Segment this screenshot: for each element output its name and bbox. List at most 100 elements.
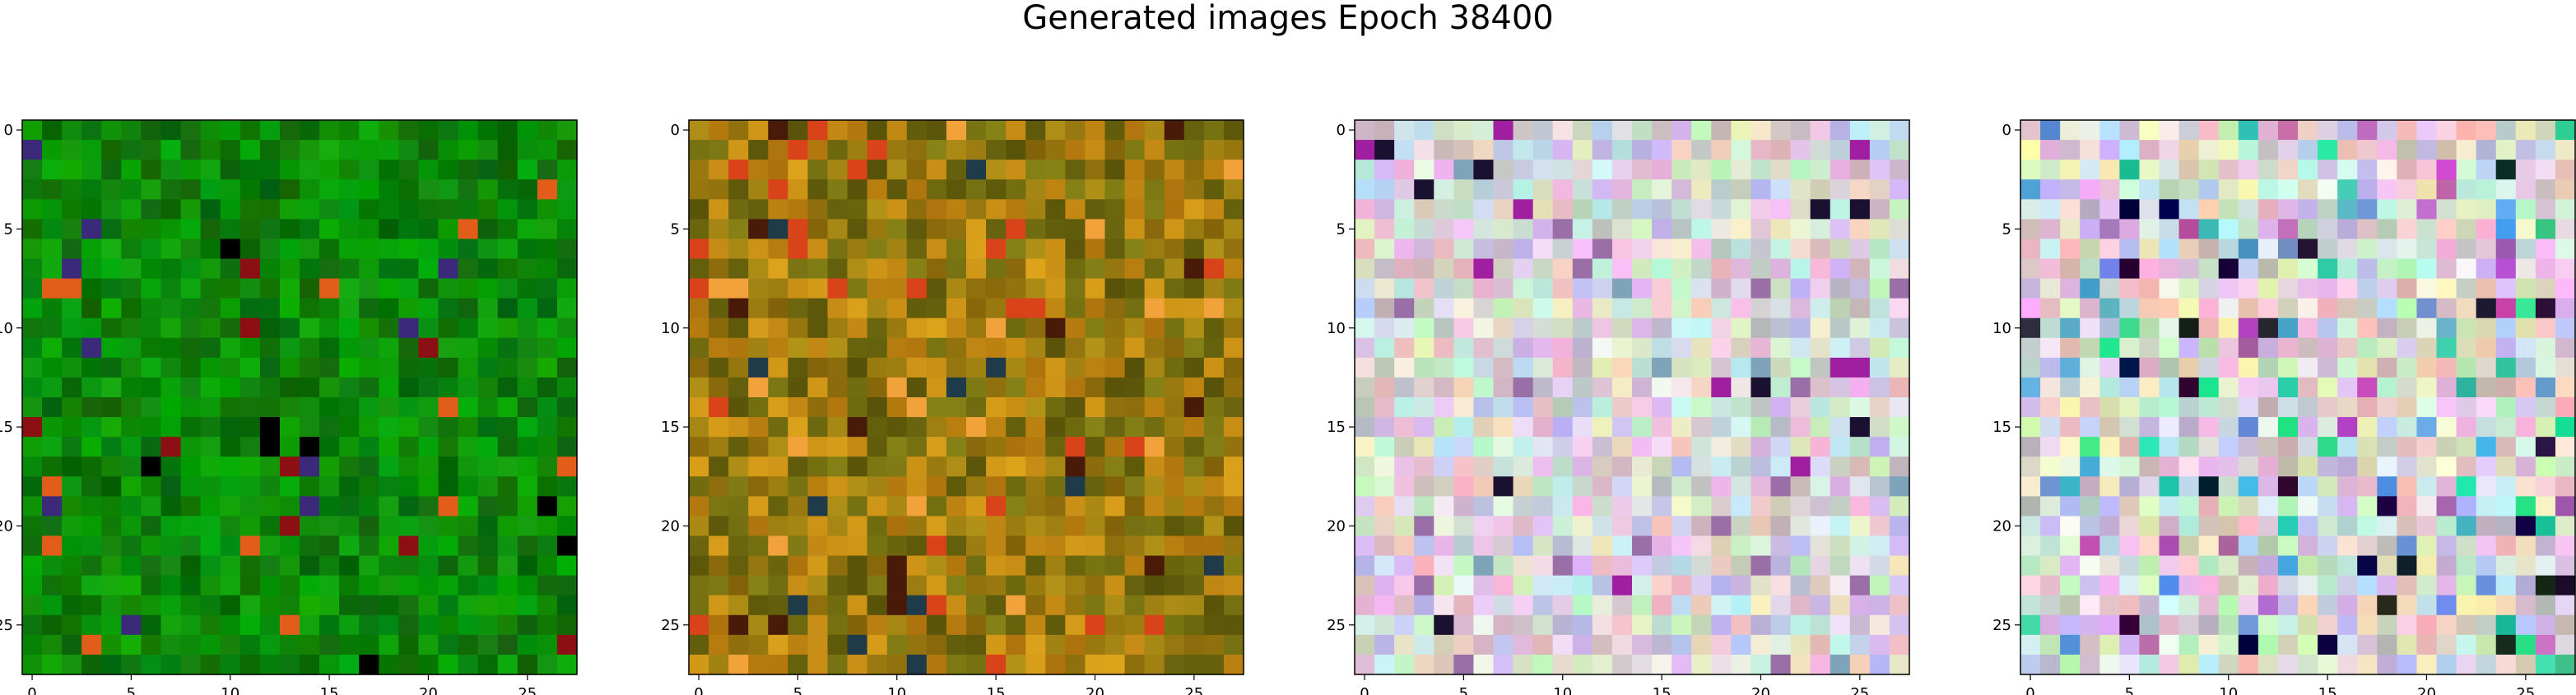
pixel-cell xyxy=(886,337,908,359)
pixel-cell xyxy=(2495,456,2517,477)
pixel-cell xyxy=(398,120,420,141)
pixel-cell xyxy=(1652,120,1672,141)
pixel-cell xyxy=(1711,199,1732,220)
pixel-cell xyxy=(1006,575,1026,596)
pixel-cell xyxy=(220,179,241,200)
pixel-cell xyxy=(847,179,868,200)
pixel-cell xyxy=(2218,595,2239,616)
pixel-cell xyxy=(709,160,729,180)
pixel-cell xyxy=(1414,377,1434,398)
pixel-cell xyxy=(2277,476,2299,497)
pixel-cell xyxy=(556,417,578,438)
pixel-cell xyxy=(2178,575,2200,596)
pixel-cell xyxy=(1164,516,1185,537)
pixel-cell xyxy=(2416,397,2438,418)
pixel-cell xyxy=(867,456,888,477)
pixel-cell xyxy=(537,397,558,418)
pixel-cell xyxy=(788,437,809,457)
pixel-cell xyxy=(906,476,928,497)
pixel-cell xyxy=(2178,317,2200,339)
pixel-cell xyxy=(2436,239,2457,260)
pixel-cell xyxy=(2318,516,2338,537)
pixel-cell xyxy=(709,456,729,477)
pixel-cell xyxy=(1849,357,1871,378)
pixel-cell xyxy=(1203,179,1225,200)
pixel-cell xyxy=(2476,397,2497,418)
pixel-cell xyxy=(807,179,829,200)
pixel-cell xyxy=(1632,377,1653,398)
pixel-cell xyxy=(827,417,849,438)
pixel-cell xyxy=(160,298,182,319)
pixel-cell xyxy=(2318,357,2338,378)
pixel-cell xyxy=(1414,140,1434,160)
pixel-cell xyxy=(2257,160,2279,180)
pixel-cell xyxy=(1632,535,1653,557)
pixel-cell xyxy=(1849,239,1871,260)
pixel-cell xyxy=(2159,516,2180,537)
pixel-cell xyxy=(2555,476,2576,497)
pixel-cell xyxy=(2238,179,2259,200)
pixel-cell xyxy=(81,278,102,299)
pixel-cell xyxy=(709,337,729,359)
pixel-cell xyxy=(2277,535,2299,557)
pixel-cell xyxy=(497,417,518,438)
pixel-cell xyxy=(2060,614,2081,636)
pixel-cell xyxy=(1006,278,1026,299)
pixel-cell xyxy=(458,516,479,537)
pixel-cell xyxy=(101,496,122,517)
pixel-cell xyxy=(1830,555,1851,577)
pixel-cell xyxy=(1889,317,1910,339)
pixel-cell xyxy=(966,634,987,656)
pixel-cell xyxy=(121,476,142,497)
pixel-cell xyxy=(2139,437,2160,457)
pixel-cell xyxy=(517,377,538,398)
pixel-cell xyxy=(827,595,849,616)
pixel-cell xyxy=(2555,575,2576,596)
pixel-cell xyxy=(556,654,578,675)
pixel-cell xyxy=(2436,516,2457,537)
pixel-cell xyxy=(2377,160,2397,180)
pixel-cell xyxy=(1810,397,1831,418)
pixel-cell xyxy=(689,535,709,557)
pixel-cell xyxy=(2218,298,2239,319)
pixel-cell xyxy=(1652,199,1672,220)
pixel-cell xyxy=(2159,496,2180,517)
pixel-cell xyxy=(926,476,947,497)
pixel-cell xyxy=(517,337,538,359)
pixel-cell xyxy=(2337,437,2358,457)
pixel-cell xyxy=(180,298,202,319)
pixel-cell xyxy=(1652,614,1672,636)
pixel-cell xyxy=(1124,595,1146,616)
pixel-cell xyxy=(1513,437,1534,457)
pixel-cell xyxy=(1164,654,1185,675)
pixel-cell xyxy=(1085,140,1106,160)
pixel-cell xyxy=(2119,535,2141,557)
pixel-cell xyxy=(2495,555,2517,577)
pixel-cell xyxy=(22,456,43,477)
pixel-cell xyxy=(200,179,221,200)
pixel-cell xyxy=(2277,595,2299,616)
pixel-cell xyxy=(2397,595,2418,616)
pixel-cell xyxy=(2020,140,2041,160)
pixel-cell xyxy=(2436,614,2457,636)
pixel-cell xyxy=(728,456,749,477)
pixel-cell xyxy=(1144,516,1165,537)
pixel-cell xyxy=(1355,199,1375,220)
pixel-cell xyxy=(2218,634,2239,656)
pixel-cell xyxy=(1453,496,1475,517)
pixel-cell xyxy=(1355,120,1375,141)
pixel-cell xyxy=(339,219,360,240)
pixel-cell xyxy=(1473,239,1495,260)
pixel-cell xyxy=(1124,337,1146,359)
pixel-cell xyxy=(2020,417,2041,438)
pixel-cell xyxy=(807,120,829,141)
pixel-cell xyxy=(1770,634,1792,656)
pixel-cell xyxy=(220,654,241,675)
pixel-cell xyxy=(220,614,241,636)
pixel-cell xyxy=(2119,278,2141,299)
pixel-cell xyxy=(1770,199,1792,220)
pixel-cell xyxy=(2337,575,2358,596)
pixel-cell xyxy=(1394,595,1415,616)
pixel-cell xyxy=(1790,496,1811,517)
pixel-cell xyxy=(886,179,908,200)
